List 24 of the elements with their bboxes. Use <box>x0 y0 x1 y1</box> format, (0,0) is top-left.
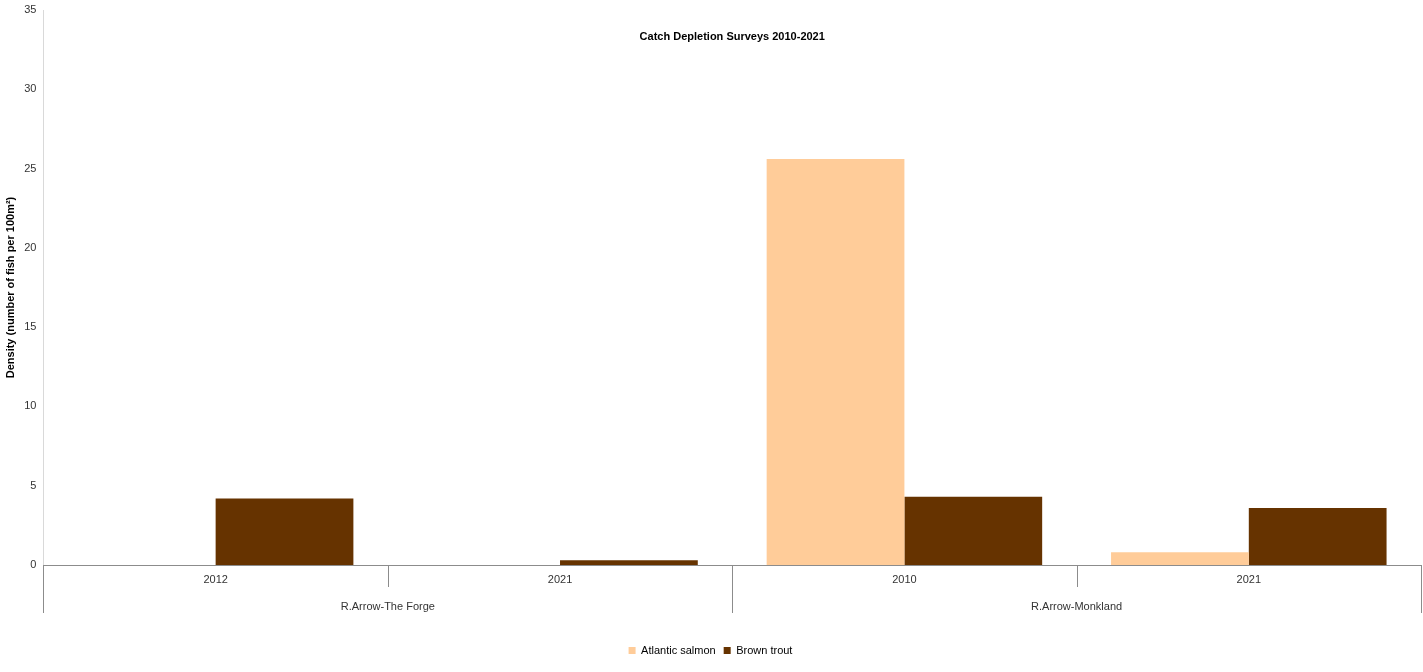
y-tick-label: 15 <box>24 320 37 333</box>
y-axis-title: Density (number of fish per 100m²) <box>3 196 16 379</box>
text: R.Arrow-The Forge <box>340 600 435 613</box>
bar <box>560 560 698 565</box>
y-tick-label: 35 <box>24 3 37 16</box>
text: Catch Depletion Surveys 2010-2021 <box>639 30 825 43</box>
bar <box>1111 552 1249 565</box>
x-tick-label: 2021 <box>1236 572 1262 585</box>
bar <box>1248 507 1387 565</box>
bar <box>766 159 905 565</box>
bar <box>904 496 1043 565</box>
bar <box>215 498 354 565</box>
y-tick-label: 5 <box>30 478 37 491</box>
y-tick-label: 0 <box>30 558 37 571</box>
x-tick-label: 2021 <box>547 572 573 585</box>
y-tick-label: 30 <box>24 82 37 95</box>
y-tick-label: 20 <box>24 240 37 253</box>
text: R.Arrow-Monkland <box>1031 600 1123 613</box>
legend-label: Atlantic salmon <box>641 643 716 656</box>
y-tick-label: 10 <box>24 399 37 412</box>
legend-label: Brown trout <box>736 643 793 656</box>
y-tick-label: 25 <box>24 161 37 174</box>
x-tick-label: 2010 <box>892 572 917 585</box>
x-tick-label: 2012 <box>203 572 228 585</box>
